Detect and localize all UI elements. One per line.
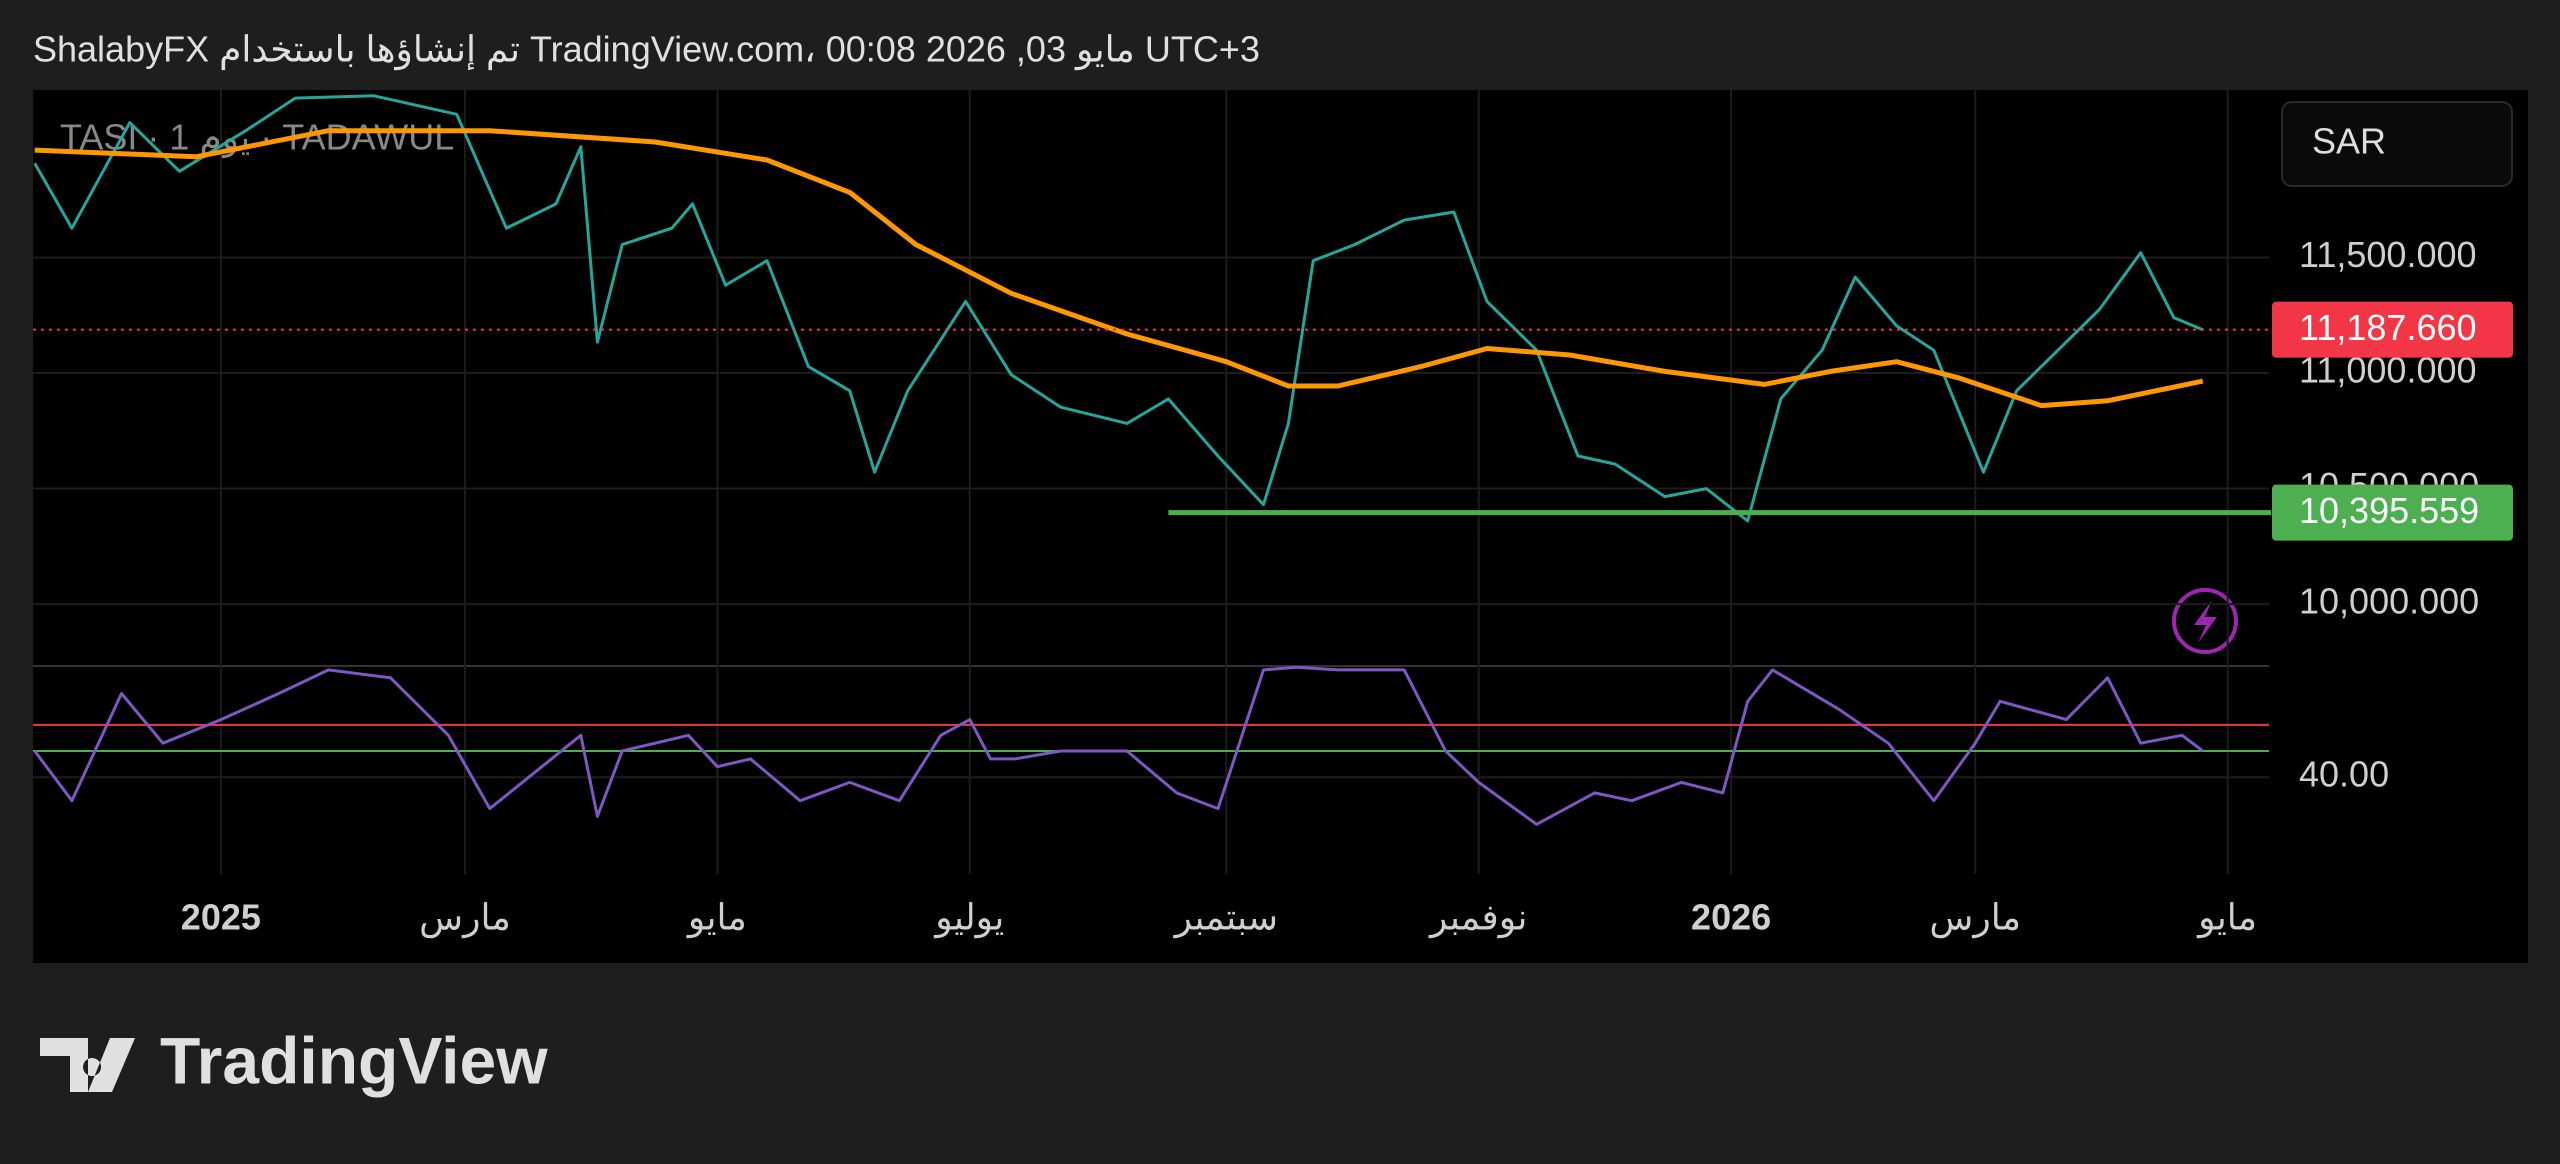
y-tick-label: 40.00 — [2299, 754, 2389, 795]
price-label-box — [2272, 484, 2513, 541]
price-label: 11,187.660 — [2299, 307, 2477, 348]
y-tick-label: 10,000.000 — [2299, 581, 2479, 622]
x-tick-label: 2026 — [1691, 897, 1771, 938]
y-tick-label: 11,500.000 — [2299, 234, 2477, 275]
logo-text: TradingView — [160, 1023, 548, 1097]
currency-box[interactable] — [2281, 101, 2513, 187]
x-tick-label: مايو — [2196, 897, 2257, 939]
x-tick-label: مارس — [1929, 897, 2021, 939]
logo: TradingView — [40, 1023, 548, 1097]
x-tick-label: مايو — [686, 897, 747, 939]
x-tick-label: مارس — [419, 897, 511, 939]
price-label-box — [2272, 301, 2513, 358]
x-tick-label: 2025 — [181, 897, 261, 938]
alert-icon[interactable] — [2172, 588, 2238, 654]
series-line — [33, 666, 2204, 826]
chart-area — [33, 90, 2528, 963]
currency: SAR — [2312, 121, 2386, 162]
series-line — [33, 94, 2204, 523]
price-label: 10,395.559 — [2299, 490, 2479, 531]
x-tick-label: نوفمبر — [1428, 897, 1527, 939]
series-line — [34, 128, 2204, 409]
x-tick-label: سبتمبر — [1173, 897, 1278, 939]
header: ShalabyFX تم إنشاؤها باستخدام TradingVie… — [33, 29, 1260, 71]
x-tick-label: يوليو — [933, 897, 1004, 939]
